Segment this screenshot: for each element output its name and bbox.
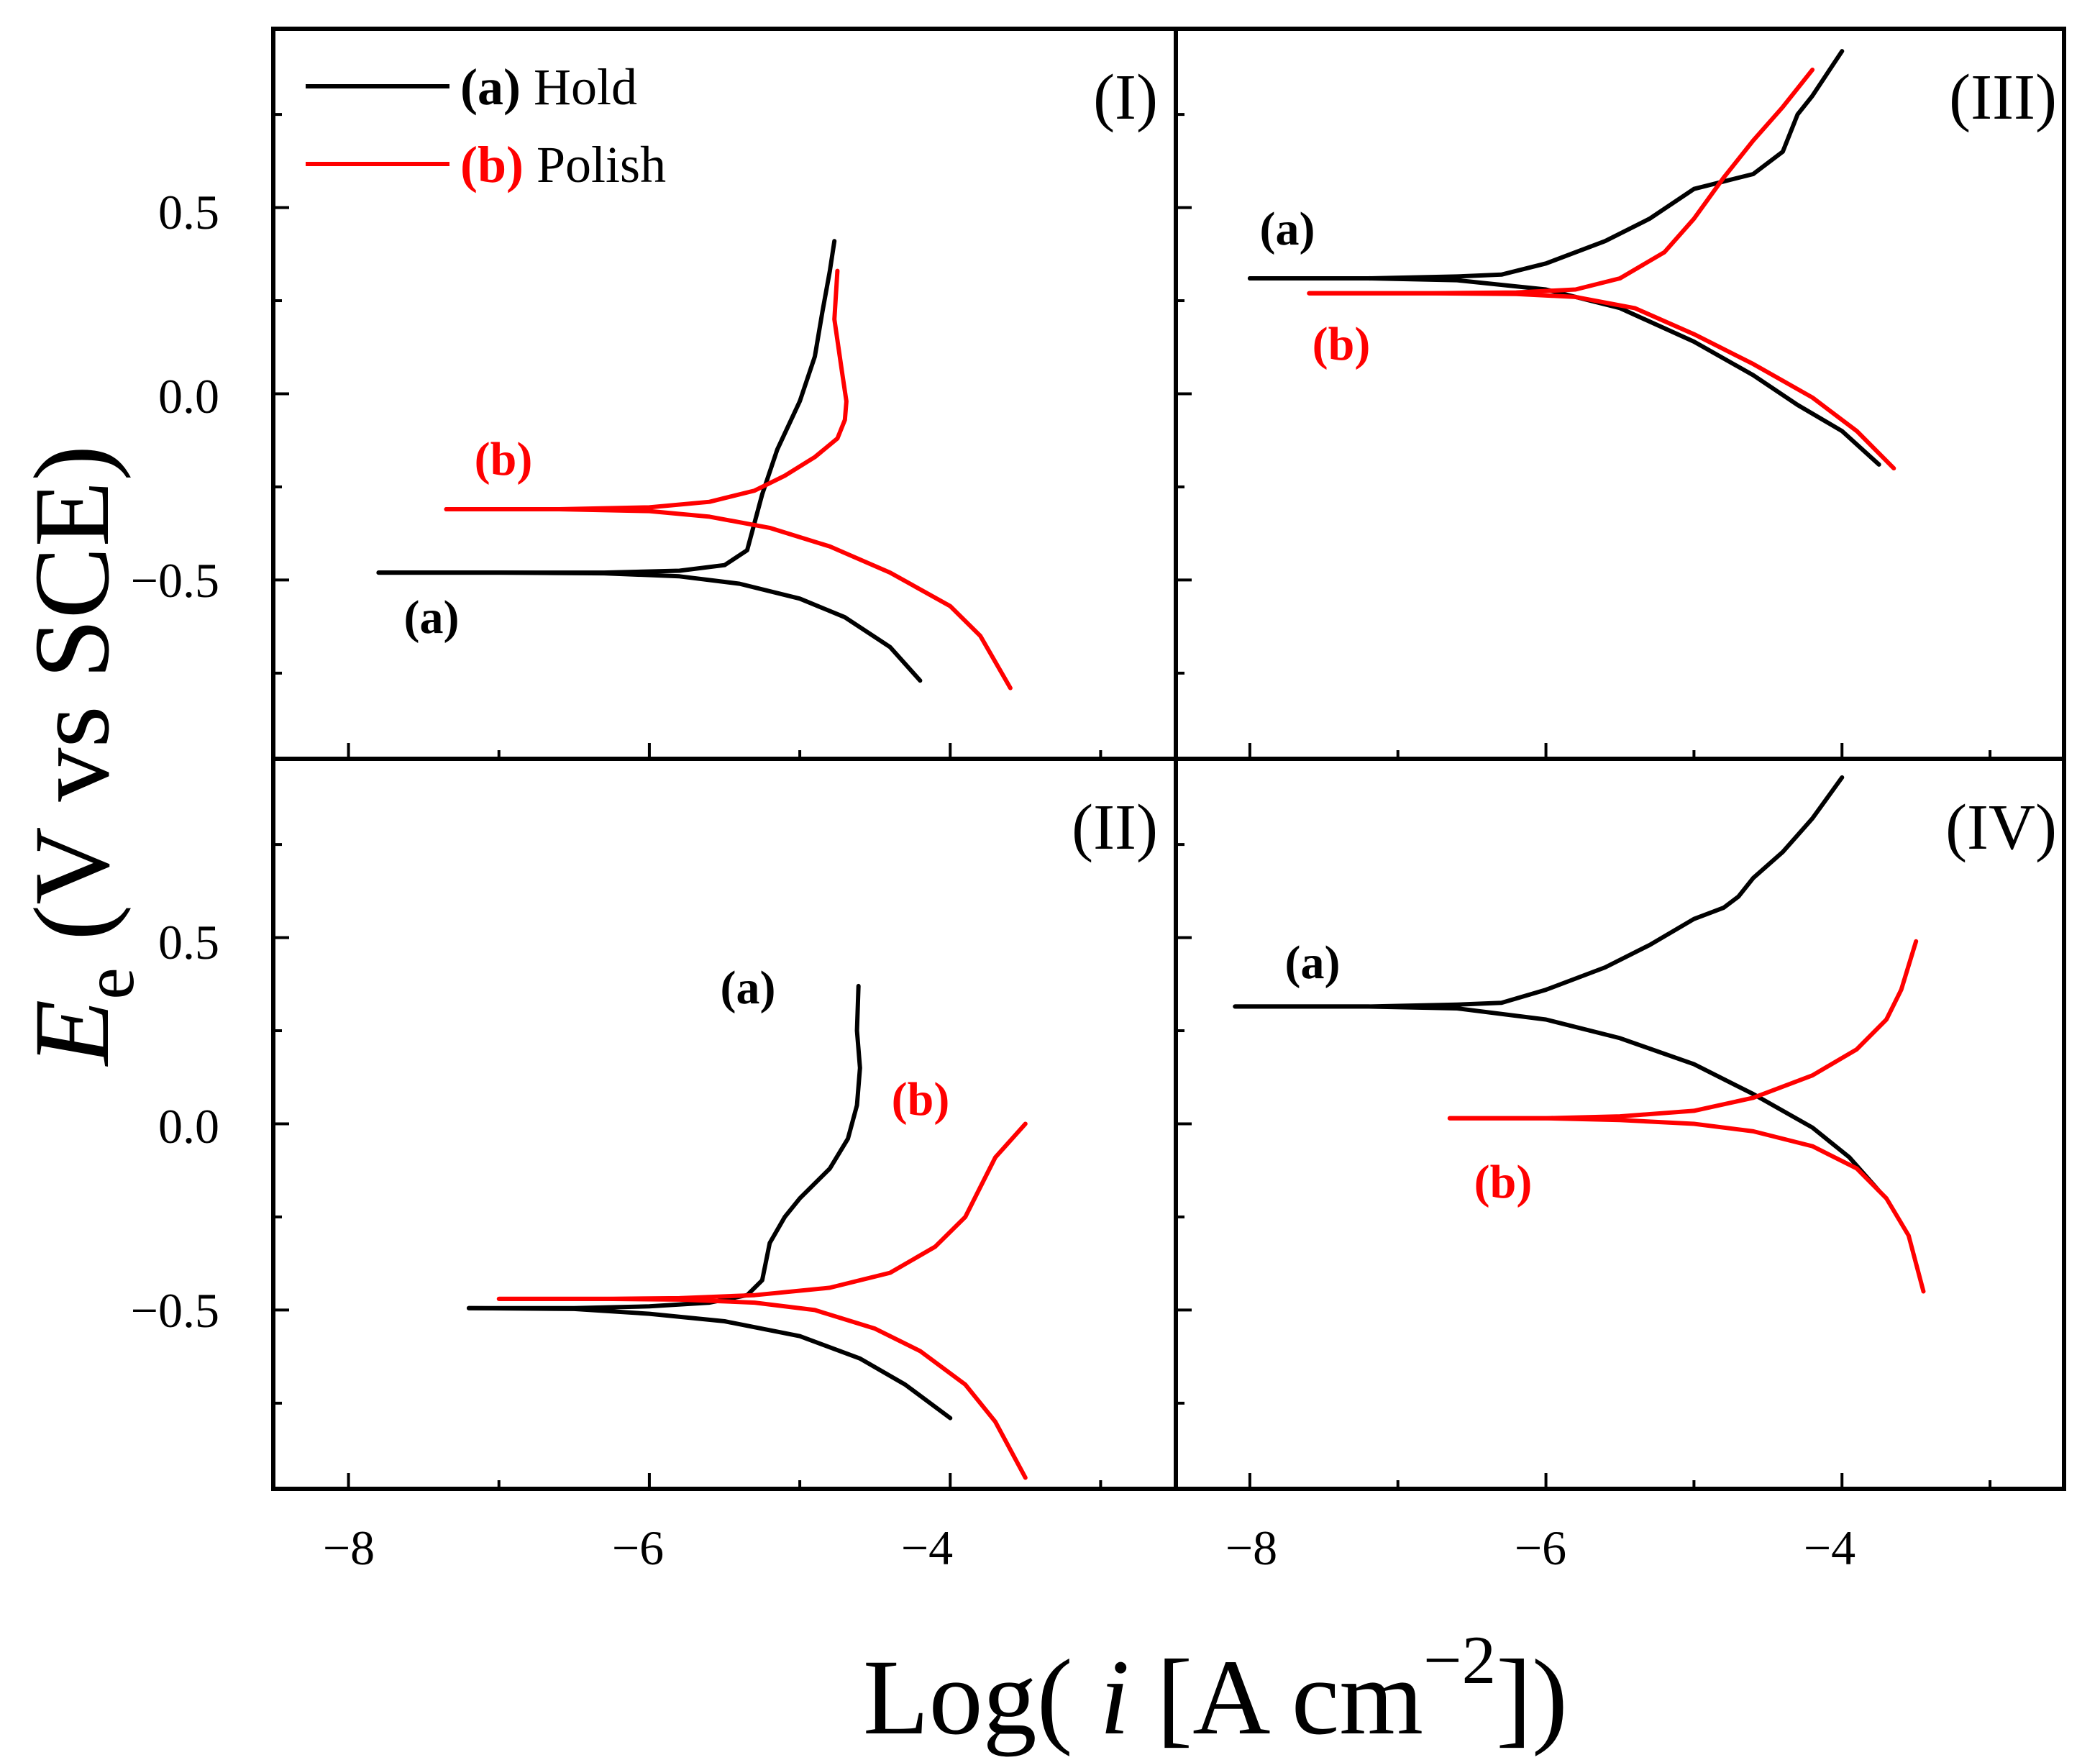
- x-tick-label-right--8: −8: [1225, 1520, 1277, 1575]
- x-axis-label-var: i: [1100, 1638, 1130, 1757]
- y-axis-label: Ee (V vs SCE): [12, 445, 149, 1067]
- panel-3: (II) (a) (b): [273, 792, 1158, 1489]
- curve-annotation-polish: (b): [1312, 318, 1371, 370]
- series-line-hold-anodic: [376, 239, 837, 575]
- series-line-polish-cathodic: [444, 507, 1013, 690]
- panels: (I) (a) (b) (III) (a) (b) (II) (a) (b) (IV) (a) (b): [273, 49, 2057, 1489]
- series-line-polish-cathodic: [1307, 291, 1896, 471]
- x-tick-label-left--4: −4: [901, 1520, 953, 1575]
- y-tick-label-bottom--0.5: −0.5: [131, 1283, 219, 1338]
- curve-annotation-polish: (b): [475, 433, 533, 485]
- legend-name-hold: Hold: [534, 58, 637, 116]
- x-axis-label: Log( i [A cm−2]): [863, 1622, 1568, 1757]
- series-line-hold-anodic: [466, 983, 862, 1310]
- panel-1: (I) (a) (b): [273, 62, 1158, 759]
- legend: (a) Hold (b) Polish: [306, 58, 666, 193]
- legend-tag-hold: (a): [460, 58, 521, 116]
- series-line-hold-anodic: [1233, 775, 1845, 1009]
- y-axis-label-unit: (V vs SCE): [12, 445, 132, 968]
- legend-tag-polish: (b): [460, 136, 524, 193]
- panel-title: (I): [1093, 62, 1158, 133]
- y-tick-label-top-0.5: 0.5: [158, 185, 219, 240]
- series-line-hold-cathodic: [466, 1305, 953, 1421]
- curve-annotation-hold: (a): [404, 591, 460, 644]
- y-tick-label-bottom-0.5: 0.5: [158, 915, 219, 970]
- panel-title: (III): [1949, 62, 2057, 133]
- curve-annotation-polish: (b): [1474, 1156, 1533, 1208]
- x-tick-labels: −8 −6 −4 −8 −6 −4: [323, 1520, 1855, 1575]
- curve-annotation-hold: (a): [721, 962, 776, 1014]
- series-line-hold-cathodic: [376, 570, 923, 683]
- x-tick-label-left--6: −6: [612, 1520, 664, 1575]
- curve-annotation-hold: (a): [1260, 203, 1315, 255]
- legend-label-polish: (b) Polish: [460, 136, 666, 193]
- series-line-hold-anodic: [1247, 49, 1845, 281]
- panel-4: (IV) (a) (b): [1176, 775, 2057, 1489]
- series-line-polish-anodic: [1447, 939, 1919, 1121]
- series-line-hold-cathodic: [1233, 1004, 1881, 1193]
- panel-title: (II): [1072, 792, 1158, 863]
- y-tick-labels: 0.5 0.0 −0.5 0.5 0.0 −0.5: [131, 185, 219, 1338]
- y-axis-label-var: E: [12, 1000, 132, 1067]
- x-tick-label-right--6: −6: [1515, 1520, 1566, 1575]
- series-line-polish-cathodic: [1447, 1116, 1926, 1294]
- legend-name-polish: Polish: [537, 136, 666, 193]
- y-tick-label-bottom-0.0: 0.0: [158, 1099, 219, 1154]
- x-axis-label-unit: [A cm: [1130, 1638, 1423, 1757]
- panel-2: (III) (a) (b): [1176, 49, 2057, 759]
- curve-annotation-hold: (a): [1285, 936, 1341, 989]
- series-line-polish-cathodic: [496, 1296, 1028, 1480]
- panel-title: (IV): [1945, 792, 2057, 863]
- x-axis-label-suffix: ]): [1496, 1638, 1568, 1757]
- x-axis-label-exp: −2: [1423, 1622, 1496, 1698]
- curve-annotation-polish: (b): [892, 1073, 950, 1126]
- y-tick-label-top--0.5: −0.5: [131, 553, 219, 608]
- y-axis-label-sub: e: [69, 967, 149, 999]
- x-tick-label-right--4: −4: [1804, 1520, 1855, 1575]
- x-axis-label-prefix: Log(: [863, 1638, 1100, 1757]
- series-line-hold-cathodic: [1247, 276, 1881, 467]
- y-tick-label-top-0.0: 0.0: [158, 369, 219, 424]
- legend-label-hold: (a) Hold: [460, 58, 637, 116]
- series-line-polish-anodic: [444, 268, 849, 511]
- x-tick-label-left--8: −8: [323, 1520, 375, 1575]
